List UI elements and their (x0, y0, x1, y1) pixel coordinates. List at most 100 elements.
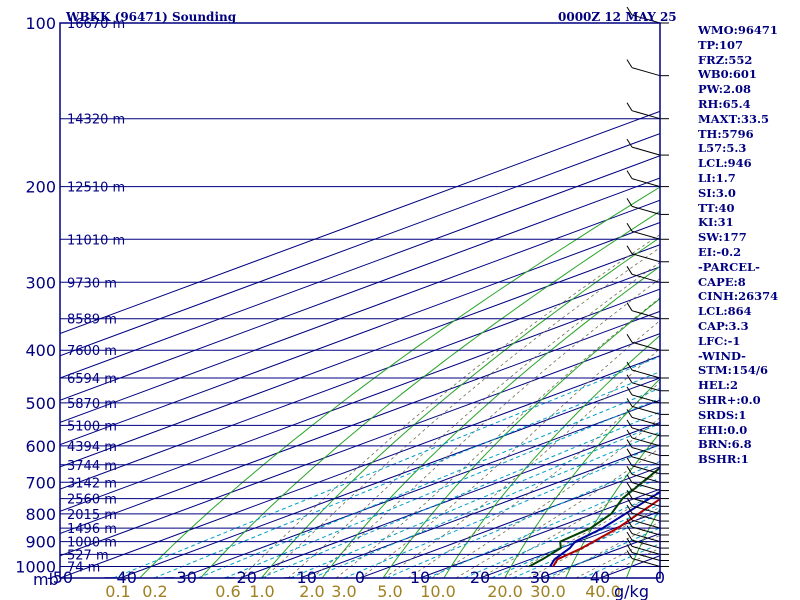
isotherm-line (299, 444, 660, 578)
height-label: 8589 m (67, 313, 117, 328)
sounding-index-item: KI:31 (698, 215, 734, 230)
height-label: 2560 m (67, 493, 117, 508)
height-label: 2015 m (67, 508, 117, 523)
isotherm-line (60, 288, 660, 512)
isotherm-line (60, 110, 660, 335)
height-label: 1496 m (67, 522, 117, 537)
height-label: 6594 m (67, 372, 117, 387)
isotherm-line (119, 377, 660, 578)
wind-barb-flag (626, 457, 633, 466)
wind-barb-flag (626, 531, 633, 541)
wind-barb-staff (631, 512, 661, 522)
mixing-ratio-unit-label: g/kg (614, 582, 649, 600)
sounding-index-item: CAPE:8 (698, 274, 746, 289)
wind-barb-staff (631, 341, 661, 351)
sounding-index-item: -WIND- (698, 348, 746, 363)
wind-barb-flag (626, 386, 633, 396)
height-label: 3744 m (67, 459, 117, 474)
wind-barb-staff (631, 205, 661, 215)
plot-frame (59, 22, 661, 579)
isotherm-line (60, 177, 660, 401)
wind-barb-staff (631, 437, 661, 447)
wind-barb-staff (631, 382, 661, 392)
mixing-ratio-line (312, 431, 660, 578)
wind-barb-staff (631, 230, 661, 240)
chart-title: WBKK (96471) Sounding (65, 10, 237, 24)
temperature-tick-label: −10 (283, 568, 317, 587)
sounding-index-item: CAP:3.3 (698, 318, 749, 333)
wind-barb-flag (626, 497, 633, 507)
temperature-tick-label: -50 (47, 568, 73, 587)
mixing-ratio-tick-label: 2.0 (299, 582, 324, 600)
wind-barb-flag (626, 490, 633, 499)
temperature-tick-label: 0 (355, 568, 365, 587)
sounding-index-item: L57:5.3 (698, 141, 747, 156)
wind-barb-staff (631, 178, 661, 188)
isotherm-line (179, 399, 660, 578)
pressure-tick-label: 500 (25, 394, 56, 413)
wind-barb-staff (631, 273, 661, 283)
wind-barb-flag (626, 6, 633, 16)
mixing-ratio-line (113, 355, 660, 578)
wind-barb-flag (626, 223, 633, 232)
sounding-index-item: RH:65.4 (698, 96, 751, 111)
height-label: 5100 m (67, 419, 117, 434)
wind-barb-staff (631, 110, 661, 120)
height-label: 7600 m (67, 344, 117, 359)
wind-barb-flag (626, 266, 633, 275)
sounding-index-item: BRN:6.8 (698, 437, 752, 452)
temperature-tick-label: 40 (590, 568, 610, 587)
wind-barb-staff (631, 519, 661, 529)
mixing-ratio-line (197, 387, 660, 578)
wind-barb-staff (631, 465, 661, 475)
dewpoint-profile (528, 466, 660, 568)
wind-barbs (626, 6, 669, 567)
dry-adiabat (625, 507, 660, 578)
wind-barb-staff (631, 533, 661, 543)
height-label: 5870 m (67, 397, 117, 412)
temperature-tick-label: −20 (223, 568, 257, 587)
isotherm-line (60, 310, 660, 535)
wind-barb-flag (626, 504, 633, 514)
sounding-index-item: TH:5796 (698, 126, 754, 141)
dry-adiabat (382, 298, 660, 578)
pressure-tick-label: 600 (25, 437, 56, 456)
wind-barb-flag (626, 518, 633, 528)
pressure-tick-label: 300 (25, 273, 56, 292)
wind-barb-flag (626, 474, 633, 483)
sounding-index-item: LCL:864 (698, 304, 752, 319)
sounding-index-item: EI:-0.2 (698, 244, 742, 259)
sounding-indices-panel: WMO:96471 TP:107 FRZ:552 WB0:601 PW:2.08 RH:6… (698, 23, 798, 467)
isotherm-line (359, 466, 660, 578)
height-label: 16670 m (67, 17, 125, 32)
dry-adiabat (139, 186, 660, 578)
mixing-ratio-tick-label: 20.0 (487, 582, 523, 600)
wind-barb-flag (626, 245, 633, 255)
height-label: 14320 m (67, 113, 125, 128)
wind-barb-flag (626, 511, 633, 521)
wind-barb-flag (626, 448, 633, 458)
wind-barb-flag (626, 466, 633, 475)
height-label: 3142 m (67, 476, 117, 491)
mixing-ratio-line (224, 397, 660, 578)
pressure-tick-label: 1000 (15, 557, 56, 576)
wind-barb-flag (626, 439, 633, 448)
sounding-index-item: PW:2.08 (698, 82, 752, 97)
sounding-index-item: SI:3.0 (698, 185, 736, 200)
wind-barb-staff (631, 394, 661, 404)
sounding-index-item: CINH:26374 (698, 289, 779, 304)
sounding-index-item: STM:154/6 (698, 363, 769, 378)
wind-barb-flag (626, 550, 633, 559)
isotherm-line (60, 355, 660, 578)
temperature-tick-label: 10 (410, 568, 430, 587)
height-label: 9730 m (67, 276, 117, 291)
wind-barb-staff (631, 447, 661, 457)
sounding-index-item: TT:40 (698, 200, 735, 215)
isotherm-line (60, 333, 660, 557)
sounding-index-item: MAXT:33.5 (698, 111, 769, 126)
wind-barb-flag (626, 419, 633, 429)
isotherm-line (60, 221, 660, 446)
wind-barb-flag (626, 398, 633, 407)
